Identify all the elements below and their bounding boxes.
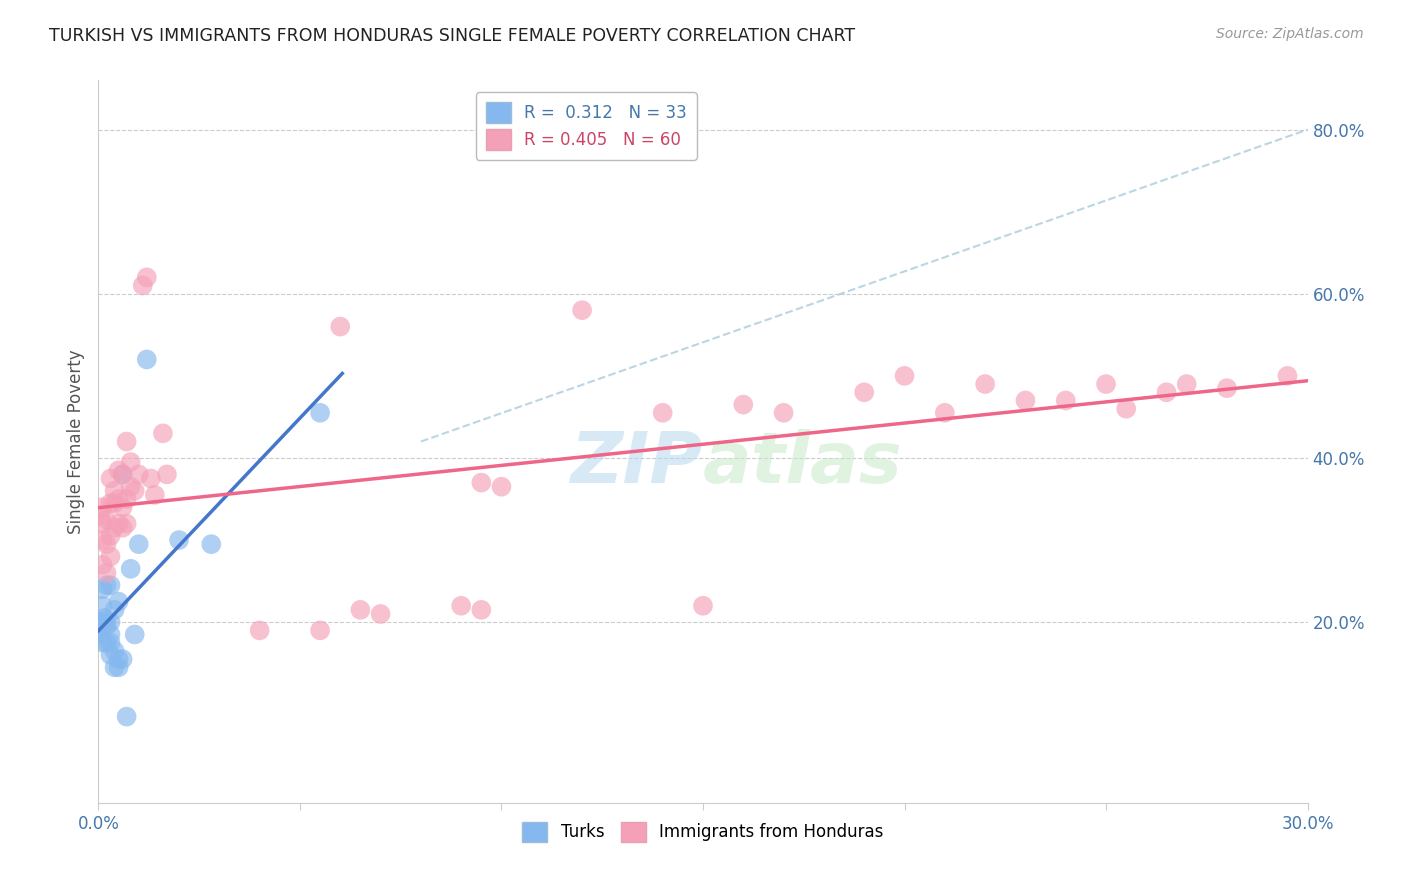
Point (91, 516, 114, 531)
Text: atlas: atlas (703, 429, 903, 498)
Point (853, 385, 876, 400)
Point (89, 627, 111, 641)
Point (1175, 377, 1198, 392)
Point (370, 607, 392, 621)
Point (139, 471, 162, 485)
Point (115, 516, 138, 531)
Point (103, 483, 125, 498)
Point (103, 521, 125, 535)
Point (651, 406, 673, 420)
Point (115, 709, 138, 723)
Point (91, 533, 114, 547)
Point (111, 521, 134, 535)
Point (100, 549, 122, 564)
Point (111, 652, 134, 666)
Point (96, 619, 118, 633)
Point (91, 636, 114, 650)
Point (96, 636, 118, 650)
Point (124, 627, 146, 641)
Point (135, 352, 157, 367)
Point (91, 582, 114, 597)
Point (1115, 401, 1137, 416)
Point (309, 624, 332, 638)
Text: ZIP: ZIP (571, 429, 703, 498)
Point (103, 603, 125, 617)
Point (107, 516, 129, 531)
Point (100, 529, 122, 543)
Point (96, 578, 118, 592)
Point (91, 599, 114, 613)
Point (1156, 385, 1178, 400)
Point (132, 278, 155, 293)
Point (329, 319, 352, 334)
Point (111, 500, 134, 515)
Point (152, 426, 174, 441)
Point (100, 471, 122, 485)
Point (249, 624, 271, 638)
Text: TURKISH VS IMMIGRANTS FROM HONDURAS SINGLE FEMALE POVERTY CORRELATION CHART: TURKISH VS IMMIGRANTS FROM HONDURAS SING… (49, 27, 855, 45)
Point (1095, 377, 1118, 392)
Point (93, 611, 115, 625)
Point (200, 537, 222, 551)
Point (107, 594, 129, 608)
Point (120, 480, 142, 494)
Point (91, 619, 114, 633)
Point (692, 599, 714, 613)
Point (772, 406, 794, 420)
Point (349, 603, 371, 617)
Point (115, 434, 138, 449)
Point (96, 512, 118, 526)
Point (107, 491, 129, 506)
Point (733, 398, 755, 412)
Point (96, 566, 118, 580)
Point (91, 558, 114, 572)
Point (167, 533, 190, 547)
Point (107, 463, 129, 477)
Point (1216, 381, 1239, 395)
Point (103, 496, 125, 510)
Point (111, 467, 134, 482)
Point (89, 615, 111, 630)
Point (974, 377, 997, 392)
Point (100, 496, 122, 510)
Point (1277, 368, 1299, 383)
Point (91, 500, 114, 515)
Point (96, 615, 118, 630)
Point (491, 480, 513, 494)
Point (1014, 393, 1036, 408)
Point (571, 303, 593, 318)
Point (120, 455, 142, 469)
Point (124, 483, 146, 498)
Point (100, 578, 122, 592)
Point (128, 467, 150, 482)
Point (115, 491, 138, 506)
Point (934, 406, 956, 420)
Point (156, 467, 179, 482)
Point (89, 508, 111, 523)
Point (470, 603, 492, 617)
Point (135, 270, 157, 285)
Point (107, 660, 129, 674)
Point (100, 615, 122, 630)
Point (128, 537, 150, 551)
Legend: Turks, Immigrants from Honduras: Turks, Immigrants from Honduras (516, 815, 890, 848)
Point (309, 406, 332, 420)
Point (1054, 393, 1077, 408)
Point (96, 537, 118, 551)
Point (120, 562, 142, 576)
Text: Source: ZipAtlas.com: Source: ZipAtlas.com (1216, 27, 1364, 41)
Point (100, 636, 122, 650)
Point (100, 648, 122, 662)
Point (470, 475, 492, 490)
Point (111, 467, 134, 482)
Point (103, 644, 125, 658)
Point (107, 652, 129, 666)
Point (100, 627, 122, 641)
Point (91, 615, 114, 630)
Y-axis label: Single Female Poverty: Single Female Poverty (66, 350, 84, 533)
Point (893, 368, 915, 383)
Point (103, 660, 125, 674)
Point (450, 599, 472, 613)
Point (143, 488, 166, 502)
